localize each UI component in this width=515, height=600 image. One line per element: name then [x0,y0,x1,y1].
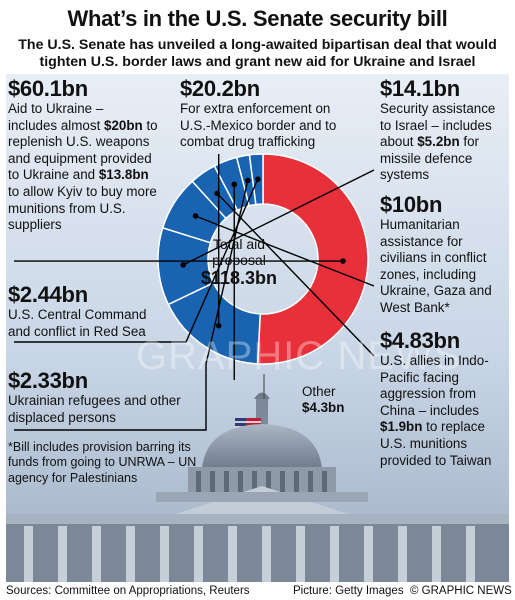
label-other: Other [302,384,336,399]
leader-dot-israel [180,262,187,268]
leader-dot-ukraine [340,258,346,264]
desc-israel: Security assistance to Israel – includes… [380,101,496,183]
donut-slice-ukraine [256,153,369,365]
desc-ukraine: Aid to Ukraine – includes almost $20bn t… [8,101,158,233]
footer-picture: Picture: Getty Images [293,585,404,597]
amount-centcom: $2.44bn [8,282,88,307]
footnote: *Bill includes provision barring its fun… [8,440,197,485]
leader-dot-other [231,181,238,188]
leader-dot-humanitarian [192,213,199,219]
desc-refugees: Ukrainian refugees and other displaced p… [8,393,181,425]
leader-line-centcom [14,178,259,343]
amount-border: $20.2bn [180,76,260,101]
leader-line-humanitarian [195,215,375,287]
amount-humanitarian: $10bn [380,192,443,217]
leader-line-indopacific [216,192,375,357]
footer: Sources: Committee on Appropriations, Re… [0,584,515,600]
amount-ukraine: $60.1bn [8,76,88,101]
center-label: Total aid proposal [212,236,266,268]
page-title: What’s in the U.S. Senate security bill [67,6,448,31]
center-value: $118.3bn [200,268,278,288]
leader-dot-refugees [244,177,251,184]
desc-humanitarian: Humanitarian assistance for civilians in… [380,217,492,315]
capitol-dome-image [6,374,509,582]
leader-line-refugees [14,180,249,431]
amount-israel: $14.1bn [380,76,460,101]
page-subtitle: The U.S. Senate has unveiled a long-awai… [18,37,497,70]
watermark: GRAPHIC NEWS [136,334,462,378]
amount-other: $4.3bn [302,400,345,415]
desc-centcom: U.S. Central Command and conflict in Red… [8,307,147,339]
leader-dot-centcom [255,176,261,182]
leader-dot-indopacific [214,190,220,197]
infographic-panel: GRAPHIC NEWS Total aid proposal $118.3bn… [6,74,509,582]
footer-sources: Sources: Committee on Appropriations, Re… [6,585,250,597]
donut-chart [14,153,375,431]
footer-credit: © GRAPHIC NEWS [410,585,512,597]
leader-line-israel [182,169,375,266]
amount-indopacific: $4.83bn [380,328,460,353]
desc-indopacific: U.S. allies in Indo-Pacific facing aggre… [380,353,492,468]
desc-border: For extra enforcement on U.S.-Mexico bor… [180,101,337,150]
amount-refugees: $2.33bn [8,368,88,393]
leader-dot-border [215,322,222,329]
